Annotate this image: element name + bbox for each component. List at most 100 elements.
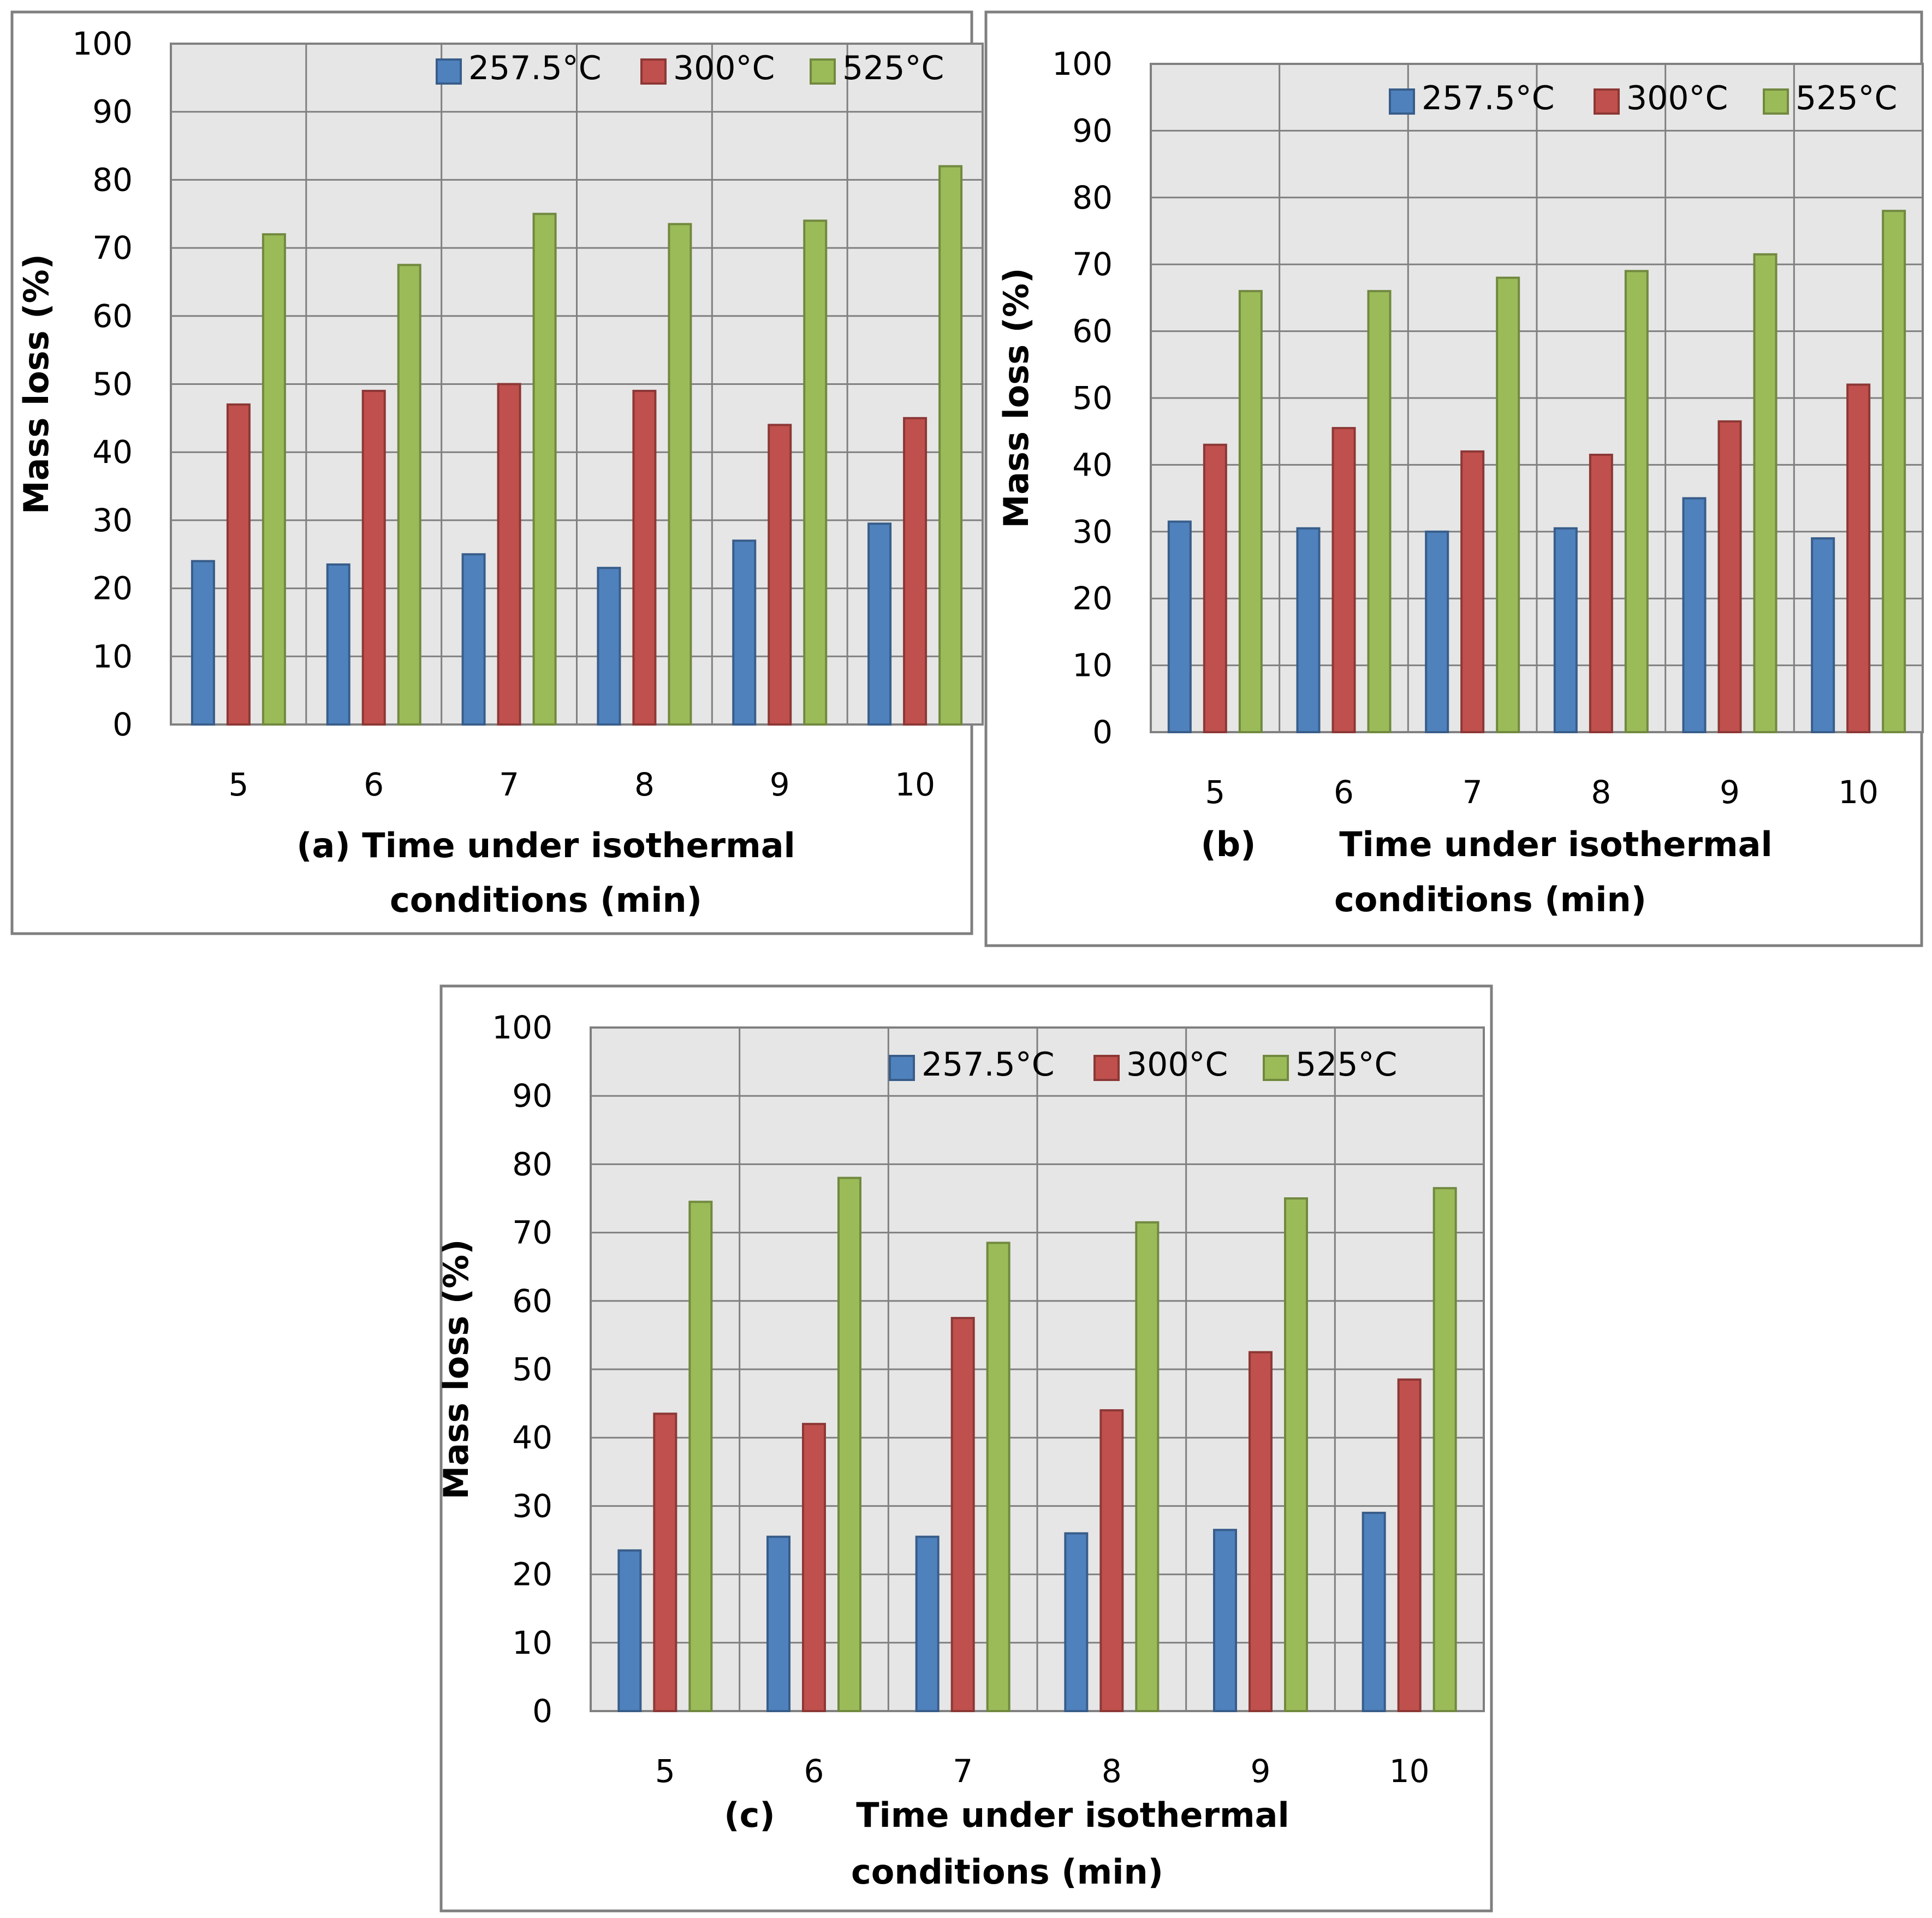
x-axis-title-line1: Time under isothermal	[856, 1795, 1289, 1835]
y-tick-label: 0	[532, 1693, 552, 1730]
panel-label: (b)	[1200, 824, 1256, 864]
y-tick-label: 50	[92, 366, 133, 403]
bar	[532, 212, 557, 726]
y-tick-label: 20	[92, 570, 133, 607]
bar	[688, 1201, 713, 1712]
legend-swatch	[640, 58, 667, 85]
y-tick-label: 50	[512, 1351, 552, 1388]
y-axis-title: Mass loss (%)	[16, 254, 56, 514]
x-axis-title-line2: conditions (min)	[390, 880, 702, 920]
legend-label: 257.5°C	[1422, 79, 1555, 117]
bar	[191, 560, 215, 726]
bar	[938, 165, 963, 726]
bar	[326, 563, 350, 726]
bar	[1135, 1221, 1160, 1713]
x-tick-label: 5	[228, 766, 248, 803]
y-tick-label: 10	[512, 1624, 552, 1661]
chart-panel-b: 0 10 20 30 40 50 60 70 80 90 100 5 6 7 8 9 10 257.5°C 300°…	[984, 10, 1924, 947]
x-tick-label: 8	[634, 766, 655, 803]
legend-label: 300°C	[1126, 1046, 1228, 1084]
x-tick-label: 7	[1463, 774, 1483, 811]
x-tick-label: 6	[1334, 774, 1354, 811]
y-tick-label: 60	[92, 298, 133, 335]
y-tick-label: 80	[92, 161, 133, 198]
bar	[1284, 1197, 1308, 1712]
x-tick-label: 10	[895, 766, 935, 803]
bar	[261, 233, 286, 726]
bar	[597, 567, 621, 726]
bar	[226, 403, 251, 726]
y-tick-label: 10	[1072, 647, 1113, 684]
bar	[1213, 1529, 1237, 1712]
bar	[1331, 427, 1356, 733]
y-tick-label: 70	[92, 229, 133, 266]
legend-label: 525°C	[1295, 1046, 1397, 1084]
bar	[653, 1412, 677, 1712]
legend-swatch	[810, 58, 836, 85]
bar	[1811, 537, 1835, 733]
y-tick-label: 10	[92, 638, 133, 675]
legend-swatch	[1093, 1055, 1120, 1081]
x-tick-label: 9	[770, 766, 790, 803]
bar	[803, 219, 828, 726]
bar	[1624, 270, 1649, 733]
x-tick-label: 5	[655, 1753, 675, 1790]
bar	[1882, 210, 1906, 733]
legend-swatch	[889, 1055, 915, 1081]
bar	[915, 1535, 940, 1712]
bar	[1362, 1511, 1386, 1712]
bar	[1238, 290, 1263, 733]
bar	[1682, 497, 1707, 733]
legend-swatch	[1389, 88, 1415, 115]
legend-swatch	[1594, 88, 1620, 115]
y-tick-label: 0	[1092, 714, 1113, 751]
legend-swatch	[1763, 88, 1789, 115]
x-axis-title-line1: Time under isothermal	[1339, 824, 1773, 864]
y-tick-label: 100	[72, 25, 133, 62]
bar	[950, 1317, 975, 1713]
x-axis-title-line2: conditions (min)	[851, 1852, 1163, 1892]
bar	[632, 389, 657, 726]
chart-panel-a: 0 10 20 30 40 50 60 70 80 90 100 5 6 7 8 9 10 257.5°C 300°…	[10, 10, 984, 935]
legend-label: 257.5°C	[922, 1046, 1055, 1084]
y-tick-label: 90	[512, 1077, 552, 1114]
bar	[1846, 383, 1871, 733]
bar	[732, 539, 757, 726]
bar	[903, 417, 928, 726]
y-tick-label: 50	[1072, 379, 1113, 417]
bar	[617, 1549, 642, 1713]
bar	[361, 389, 386, 726]
bar	[1397, 1378, 1422, 1712]
y-tick-label: 30	[1072, 513, 1113, 550]
bar	[1203, 443, 1227, 733]
y-tick-label: 20	[512, 1556, 552, 1593]
bar	[766, 1535, 790, 1712]
x-tick-label: 9	[1251, 1753, 1271, 1790]
bar	[986, 1242, 1010, 1712]
bar	[1717, 420, 1742, 733]
legend: 257.5°C 300°C 525°C	[1389, 79, 1897, 117]
y-tick-label: 80	[1072, 179, 1113, 216]
y-tick-label: 100	[492, 1009, 552, 1046]
y-tick-label: 20	[1072, 580, 1113, 617]
legend-label: 525°C	[1796, 79, 1897, 117]
legend: 257.5°C 300°C 525°C	[436, 49, 944, 87]
x-axis-title-line1: (a) Time under isothermal	[296, 826, 795, 865]
bar	[867, 522, 892, 726]
bar	[1099, 1409, 1124, 1713]
bar	[497, 383, 521, 726]
bar	[837, 1177, 861, 1712]
bar	[461, 553, 486, 726]
bar	[1296, 527, 1321, 733]
bar	[1496, 276, 1520, 733]
y-tick-label: 60	[1072, 313, 1113, 350]
bar	[397, 264, 421, 726]
y-tick-label: 30	[92, 502, 133, 539]
bar	[1064, 1532, 1089, 1712]
y-tick-label: 90	[92, 93, 133, 130]
x-tick-label: 10	[1389, 1753, 1430, 1790]
y-tick-label: 40	[1072, 446, 1113, 483]
y-tick-label: 70	[512, 1214, 552, 1251]
